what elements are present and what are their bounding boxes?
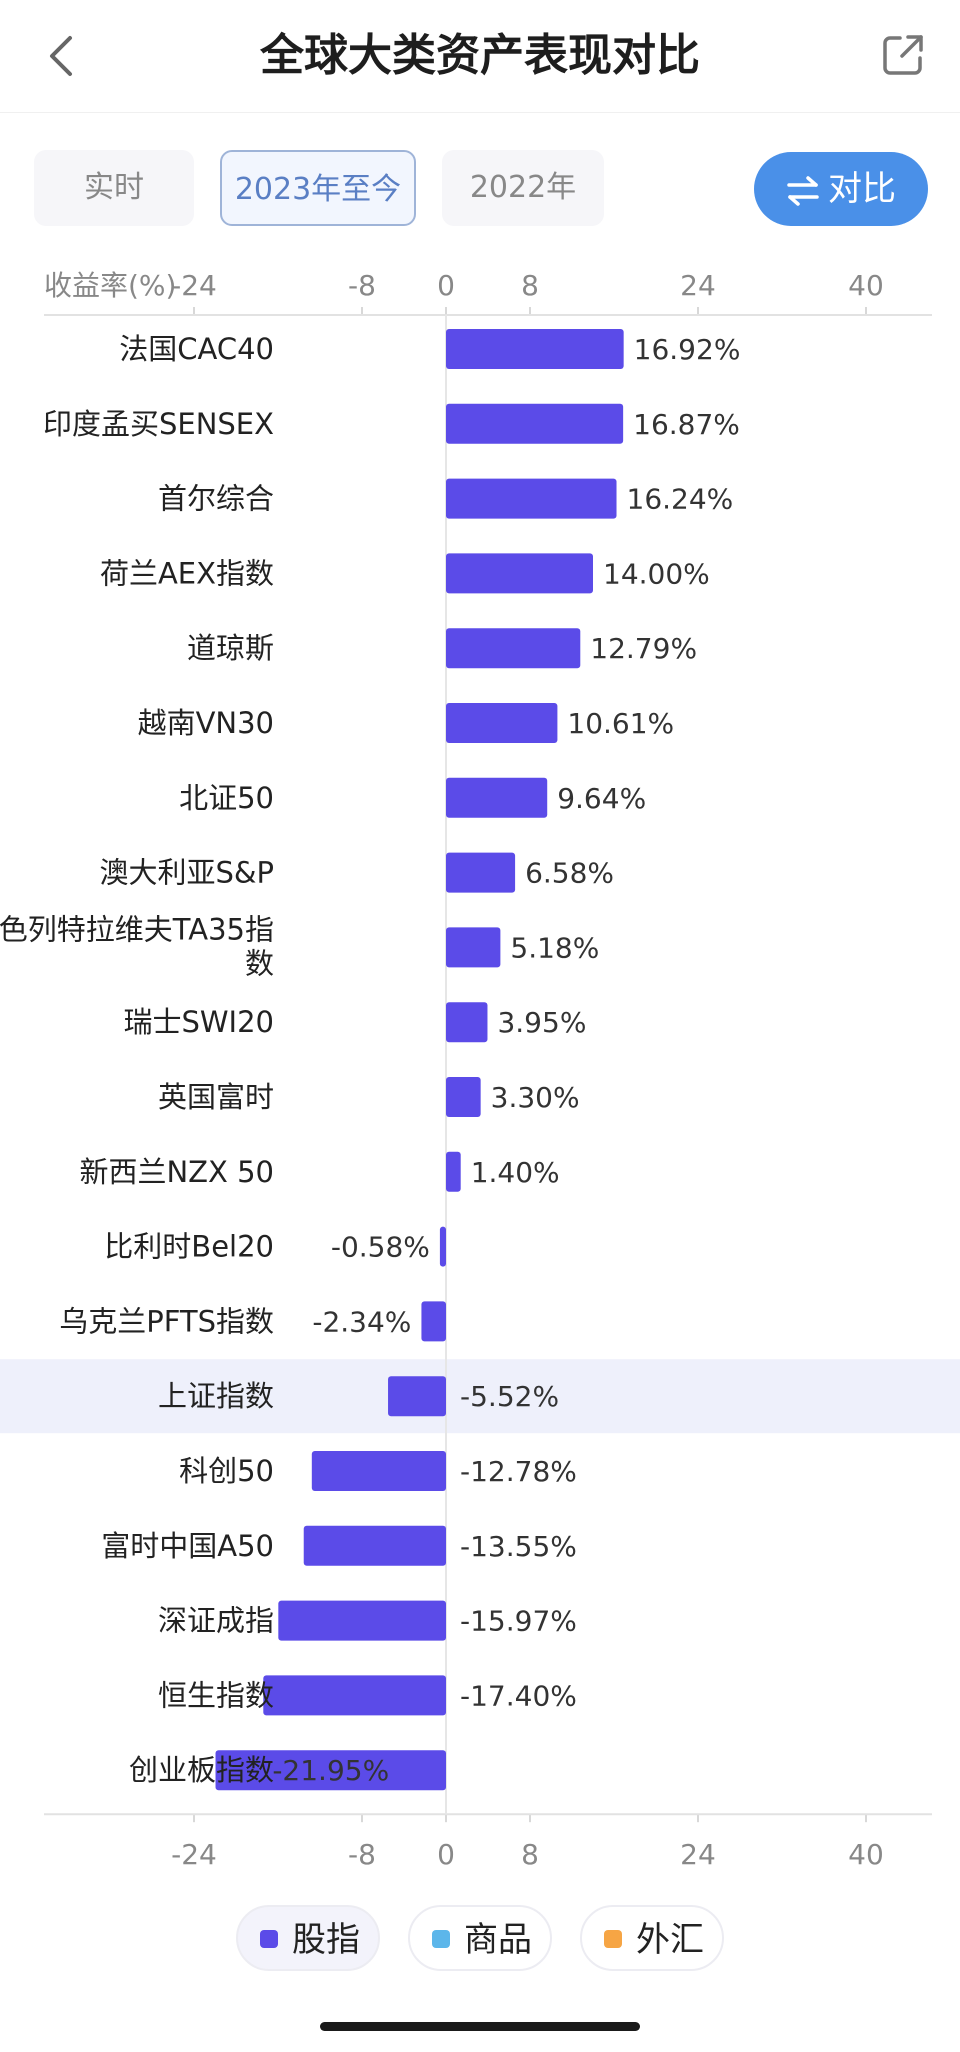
bar[interactable] xyxy=(446,852,516,893)
bar[interactable] xyxy=(446,403,624,444)
share-external-icon xyxy=(883,35,923,75)
category-label: 恒生指数 xyxy=(158,1678,274,1712)
category-label: 科创50 xyxy=(179,1454,274,1488)
swap-arrows-icon xyxy=(787,175,819,206)
compare-button-label: 对比 xyxy=(828,169,896,209)
value-label: 14.00% xyxy=(603,557,710,590)
period-tabs: 实时 2023年至今 2022年 xyxy=(0,150,960,230)
value-label: 3.95% xyxy=(497,1006,586,1039)
header: 全球大类资产表现对比 xyxy=(0,0,960,113)
category-label: 上证指数 xyxy=(158,1379,274,1413)
tick-label-bottom: -24 xyxy=(171,1838,217,1865)
tick-label-bottom: 0 xyxy=(437,1838,455,1865)
bar[interactable] xyxy=(446,777,548,818)
value-label: 3.30% xyxy=(491,1081,580,1114)
category-label: 以色列特拉维夫TA35指数 xyxy=(0,912,274,980)
share-button[interactable] xyxy=(880,32,926,78)
value-label: 10.61% xyxy=(567,707,674,740)
bar[interactable] xyxy=(446,703,558,743)
category-label: 越南VN30 xyxy=(138,706,274,740)
y-axis-unit-label: 收益率(%) xyxy=(44,269,176,302)
tab-2022[interactable]: 2022年 xyxy=(442,150,604,226)
bar[interactable] xyxy=(215,1750,446,1791)
legend-label-stock: 股指 xyxy=(292,1920,360,1960)
category-label: 新西兰NZX 50 xyxy=(79,1155,274,1189)
bar[interactable] xyxy=(439,1226,446,1267)
legend-label-commodity: 商品 xyxy=(464,1920,532,1960)
bar[interactable] xyxy=(311,1451,446,1491)
value-label: -12.78% xyxy=(460,1455,577,1488)
compare-button[interactable]: 对比 xyxy=(754,152,928,226)
tick-label-top: 0 xyxy=(437,269,455,302)
bar[interactable] xyxy=(446,329,624,369)
legend-dot-forex-icon xyxy=(604,1929,622,1948)
legend-dot-commodity-icon xyxy=(432,1929,450,1948)
tab-realtime[interactable]: 实时 xyxy=(34,150,194,226)
returns-bar-chart: 收益率(%)-24-24-8-800882424404056567272法国CA… xyxy=(0,269,960,1865)
category-label: 印度孟买SENSEX xyxy=(43,407,274,441)
value-label: 9.64% xyxy=(557,782,646,815)
bar[interactable] xyxy=(446,1002,488,1043)
value-label: 16.87% xyxy=(633,408,740,441)
category-label: 法国CAC40 xyxy=(119,332,274,366)
value-label: 5.18% xyxy=(510,931,599,964)
tick-label-top: 8 xyxy=(521,269,539,302)
value-label: -13.55% xyxy=(460,1530,577,1563)
bar[interactable] xyxy=(446,553,593,594)
category-label: 荷兰AEX指数 xyxy=(100,556,274,590)
legend-dot-stock-icon xyxy=(260,1929,278,1948)
chevron-left-icon xyxy=(50,36,72,76)
tick-label-top: 40 xyxy=(848,269,884,302)
category-label: 创业板指数 xyxy=(129,1753,274,1787)
value-label: -21.95% xyxy=(272,1754,389,1787)
bar[interactable] xyxy=(303,1525,446,1566)
value-label: -5.52% xyxy=(460,1380,559,1413)
category-label: 北证50 xyxy=(179,781,274,815)
legend: 股指 商品 外汇 xyxy=(0,1905,960,1975)
page-title: 全球大类资产表现对比 xyxy=(260,30,700,81)
category-label: 瑞士SWI20 xyxy=(123,1005,274,1039)
category-label: 英国富时 xyxy=(158,1080,274,1114)
bar[interactable] xyxy=(446,1077,481,1117)
bar[interactable] xyxy=(278,1600,446,1641)
value-label: -2.34% xyxy=(312,1305,411,1338)
legend-item-stock-index[interactable]: 股指 xyxy=(236,1905,380,1971)
bar[interactable] xyxy=(446,1151,461,1192)
bar[interactable] xyxy=(263,1675,446,1716)
category-label: 道琼斯 xyxy=(187,631,274,665)
bar[interactable] xyxy=(421,1301,446,1342)
bar[interactable] xyxy=(446,478,617,519)
value-label: -15.97% xyxy=(460,1605,577,1638)
highlight-row xyxy=(0,1359,960,1434)
value-label: 12.79% xyxy=(590,632,697,665)
tab-2023-ytd[interactable]: 2023年至今 xyxy=(220,150,416,226)
category-label: 深证成指 xyxy=(158,1604,274,1638)
category-label: 澳大利亚S&P xyxy=(99,856,274,890)
tick-label-bottom: 24 xyxy=(680,1838,716,1865)
tick-label-bottom: 40 xyxy=(848,1838,884,1865)
category-label: 首尔综合 xyxy=(158,482,274,516)
bar[interactable] xyxy=(446,927,501,968)
bar[interactable] xyxy=(446,628,581,669)
tick-label-top: -8 xyxy=(348,269,376,302)
back-button[interactable] xyxy=(40,28,84,84)
legend-label-forex: 外汇 xyxy=(636,1920,704,1960)
value-label: 6.58% xyxy=(525,857,614,890)
tick-label-bottom: -8 xyxy=(348,1838,376,1865)
value-label: 16.92% xyxy=(634,333,741,366)
category-label: 富时中国A50 xyxy=(101,1529,274,1563)
value-label: -17.40% xyxy=(460,1679,577,1712)
category-label: 比利时Bel20 xyxy=(104,1230,274,1264)
value-label: 1.40% xyxy=(471,1156,560,1189)
legend-item-commodity[interactable]: 商品 xyxy=(408,1905,552,1971)
home-indicator xyxy=(320,2022,640,2031)
value-label: -0.58% xyxy=(331,1231,430,1264)
tick-label-top: 24 xyxy=(680,269,716,302)
bar[interactable] xyxy=(388,1376,446,1417)
value-label: 16.24% xyxy=(627,483,734,516)
tick-label-bottom: 8 xyxy=(521,1838,539,1865)
legend-item-forex[interactable]: 外汇 xyxy=(580,1905,724,1971)
tick-label-top: -24 xyxy=(171,269,217,302)
category-label: 乌克兰PFTS指数 xyxy=(59,1304,274,1338)
